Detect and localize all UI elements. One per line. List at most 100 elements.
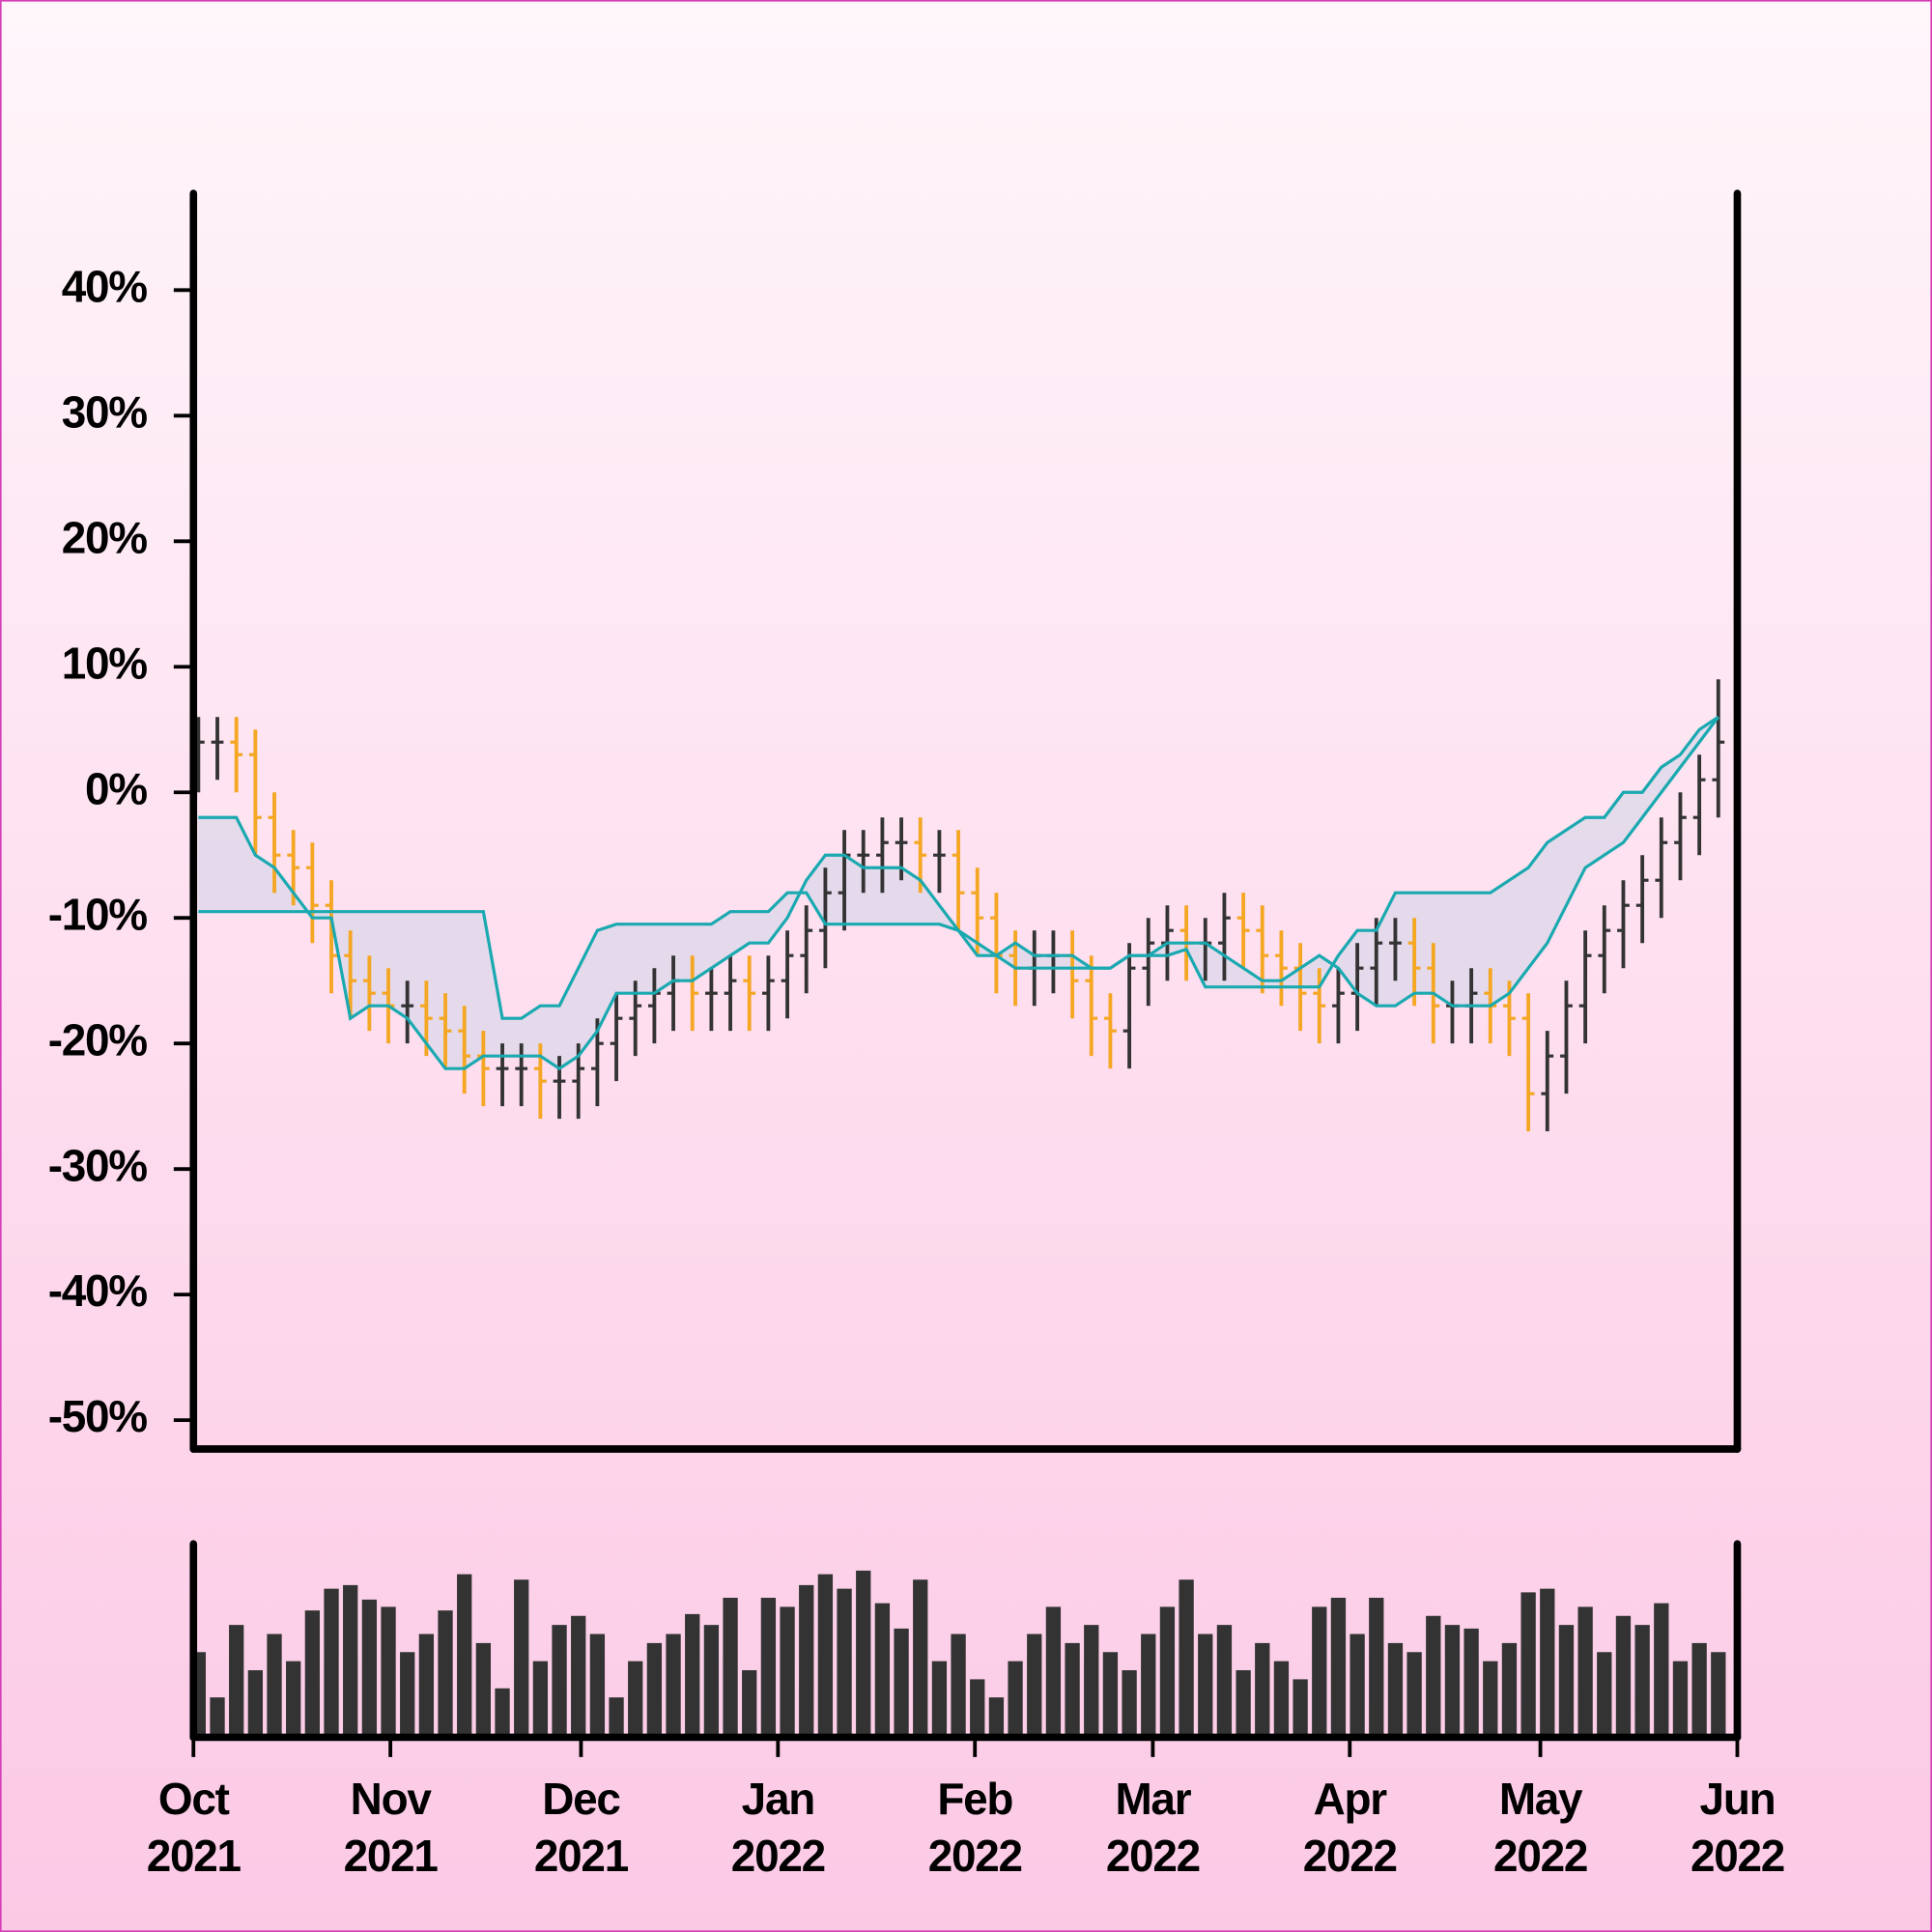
x-tick-label: May <box>1499 1774 1583 1824</box>
x-tick-label: Apr <box>1314 1774 1388 1824</box>
y-tick-label: 40% <box>62 261 148 311</box>
volume-bar <box>1483 1661 1498 1738</box>
volume-bar <box>913 1579 928 1738</box>
volume-bar <box>1198 1634 1213 1738</box>
volume-bar <box>1065 1642 1080 1738</box>
cloud-line <box>198 715 1719 1020</box>
x-tick-label: 2022 <box>1106 1831 1200 1881</box>
volume-bar <box>609 1697 624 1738</box>
y-tick-label: -40% <box>48 1265 148 1316</box>
volume-bar <box>970 1679 985 1738</box>
volume-bar <box>495 1688 510 1738</box>
volume-bar <box>760 1598 777 1738</box>
volume-bar <box>1008 1661 1023 1738</box>
volume-bar <box>1577 1606 1593 1738</box>
volume-bar <box>1350 1634 1365 1738</box>
x-tick-label: 2022 <box>928 1831 1022 1881</box>
volume-bar <box>304 1610 321 1738</box>
volume-bar <box>514 1579 529 1738</box>
volume-bar <box>532 1661 549 1738</box>
x-tick-label: 2021 <box>344 1831 439 1881</box>
volume-bar <box>1654 1603 1669 1738</box>
volume-bar <box>742 1670 757 1738</box>
volume-bar <box>1444 1625 1461 1738</box>
y-tick-label: -20% <box>48 1014 148 1065</box>
volume-bar <box>400 1652 415 1738</box>
volume-bar <box>571 1615 586 1738</box>
y-tick-label: -30% <box>48 1140 148 1190</box>
volume-bar <box>1141 1634 1156 1738</box>
volume-bar <box>931 1661 948 1738</box>
volume-bar <box>210 1697 225 1738</box>
volume-bar <box>1369 1598 1384 1738</box>
x-tick-label: Jan <box>742 1774 814 1824</box>
volume-bar <box>1463 1628 1479 1738</box>
x-tick-label: Dec <box>542 1774 620 1824</box>
x-tick-label: 2022 <box>1493 1831 1587 1881</box>
volume-bar <box>666 1634 681 1738</box>
volume-bar <box>457 1574 472 1738</box>
volume-bar <box>286 1661 301 1738</box>
volume-bar <box>1711 1652 1726 1738</box>
x-tick-label: Oct <box>158 1774 230 1824</box>
volume-bar <box>1236 1670 1251 1738</box>
volume-bar <box>723 1598 738 1738</box>
y-tick-label: 20% <box>62 512 148 562</box>
volume-bar <box>894 1628 909 1738</box>
volume-bar <box>1634 1625 1650 1738</box>
volume-bar <box>628 1661 643 1738</box>
x-tick-label: 2022 <box>1303 1831 1397 1881</box>
volume-bar <box>589 1634 606 1738</box>
volume-bar <box>418 1634 435 1738</box>
x-tick-label: Mar <box>1115 1774 1191 1824</box>
volume-bar <box>1293 1679 1308 1738</box>
x-tick-label: 2022 <box>731 1831 825 1881</box>
volume-bar <box>988 1697 1005 1738</box>
volume-bar <box>1102 1652 1119 1738</box>
volume-bar <box>475 1642 492 1738</box>
volume-bar <box>1615 1615 1632 1738</box>
volume-bar <box>247 1670 264 1738</box>
volume-bar <box>646 1642 663 1738</box>
cloud-fill <box>198 717 1719 1069</box>
volume-bar <box>1672 1661 1689 1738</box>
x-tick-label: 2021 <box>534 1831 629 1881</box>
volume-bar <box>324 1588 339 1738</box>
volume-bar <box>1216 1625 1233 1738</box>
volume-bar <box>1159 1606 1176 1738</box>
volume-bar <box>1255 1642 1270 1738</box>
volume-bar <box>267 1634 282 1738</box>
y-tick-label: 30% <box>62 386 148 437</box>
volume-bar <box>799 1584 814 1738</box>
volume-bar <box>1387 1642 1404 1738</box>
volume-bar <box>381 1606 396 1738</box>
volume-bar <box>552 1625 567 1738</box>
volume-bar <box>1691 1642 1707 1738</box>
x-tick-label: Jun <box>1700 1774 1776 1824</box>
x-tick-label: Feb <box>937 1774 1012 1824</box>
volume-bar <box>438 1610 453 1738</box>
volume-bar <box>685 1613 700 1738</box>
volume-bar <box>1273 1661 1290 1738</box>
volume-bar <box>1426 1615 1441 1738</box>
volume-bar <box>1312 1606 1327 1738</box>
volume-bar <box>343 1584 358 1738</box>
volume-bar <box>1520 1592 1536 1738</box>
volume-bar <box>780 1606 795 1738</box>
x-tick-label: 2021 <box>147 1831 242 1881</box>
volume-bar <box>229 1625 244 1738</box>
volume-bar <box>1027 1634 1042 1738</box>
volume-bar <box>1330 1598 1347 1738</box>
volume-bar <box>1045 1606 1062 1738</box>
y-tick-label: 0% <box>85 763 147 813</box>
volume-bar <box>837 1588 852 1738</box>
volume-bar <box>1501 1642 1518 1738</box>
x-tick-label: Nov <box>351 1774 433 1824</box>
volume-bar <box>817 1574 834 1738</box>
y-tick-label: -10% <box>48 889 148 939</box>
plot-area: 40% 30% 20% 10% 0% -10% -20% -30% -40% -50% Oct 202… <box>48 189 1785 1881</box>
y-tick-label: 10% <box>62 638 148 688</box>
volume-bar <box>1179 1579 1194 1738</box>
